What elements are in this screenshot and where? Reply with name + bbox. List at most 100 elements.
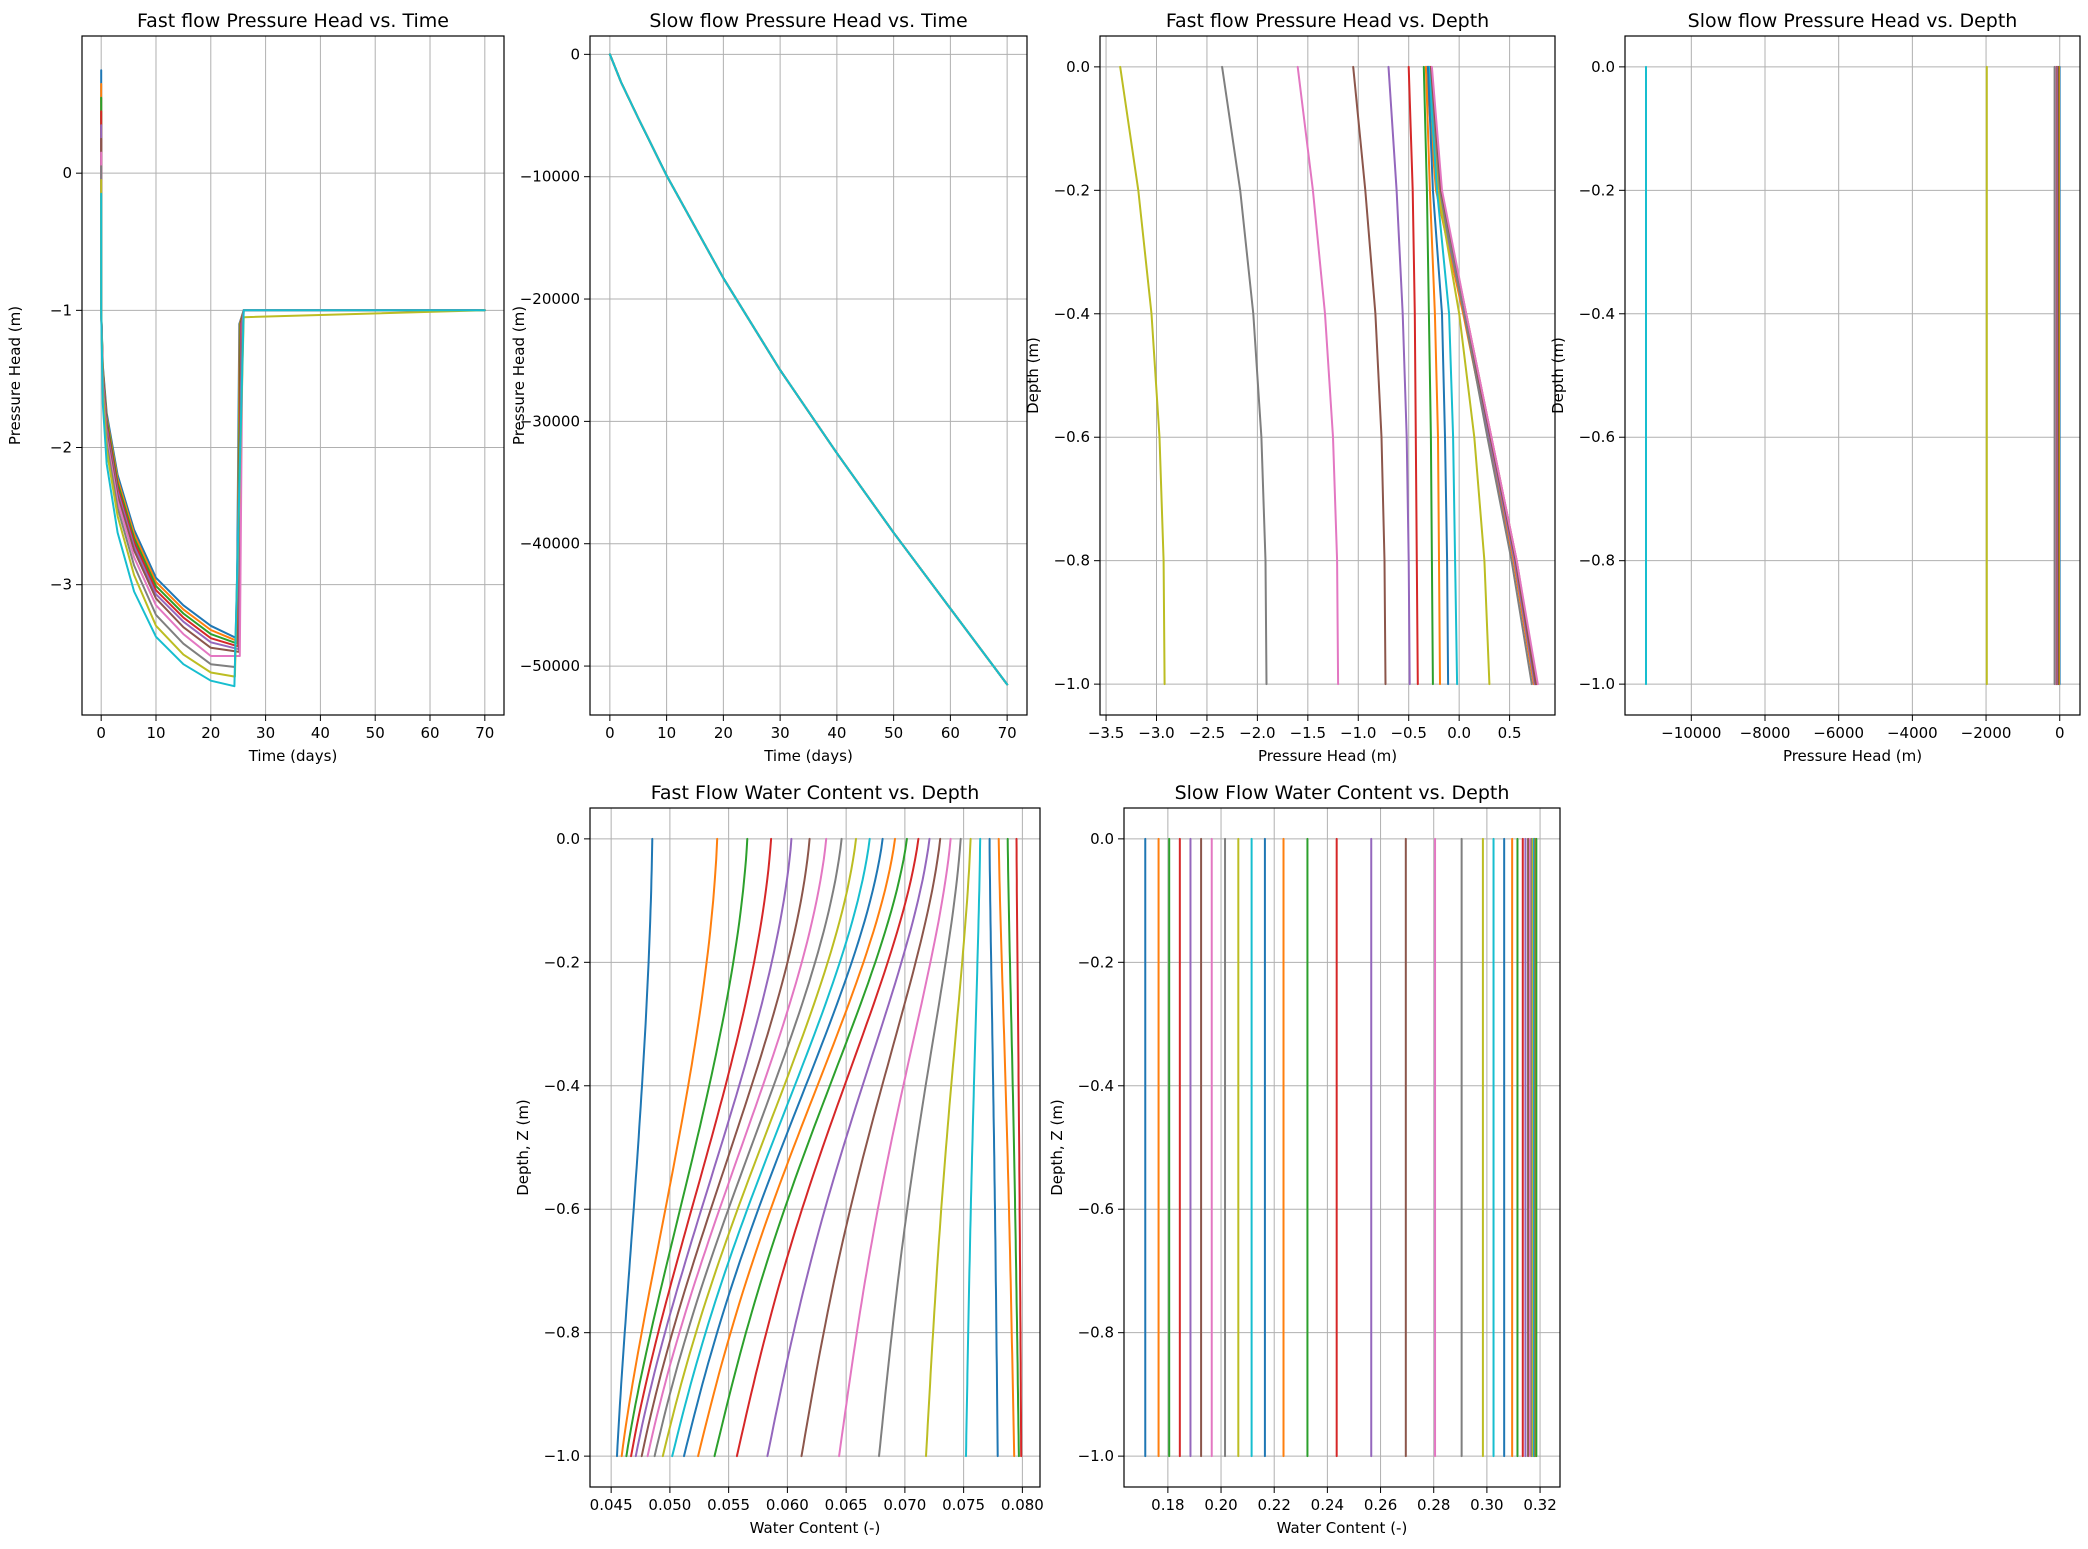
series-line — [925, 837, 972, 1458]
plot-area — [616, 837, 1023, 1458]
plot-area — [608, 53, 1009, 686]
x-tick-label: 0 — [96, 724, 106, 742]
series-line — [608, 53, 1009, 686]
chart-title: Fast Flow Water Content vs. Depth — [651, 782, 980, 804]
series-line — [100, 124, 486, 651]
y-tick-label: −2 — [50, 439, 72, 457]
x-axis-label: Time (days) — [763, 747, 853, 765]
y-axis-label: Depth, Z (m) — [514, 1099, 532, 1196]
series-line — [1428, 65, 1537, 686]
y-tick-label: 0.0 — [1591, 58, 1615, 76]
series-line — [630, 837, 773, 1458]
series-line — [1407, 65, 1419, 686]
x-tick-label: 0.045 — [590, 1496, 633, 1514]
series-line — [616, 837, 654, 1458]
x-tick-label: −10000 — [1661, 724, 1721, 742]
y-tick-label: −0.4 — [1054, 305, 1090, 323]
x-tick-label: 0.075 — [942, 1496, 985, 1514]
chart-title: Slow Flow Water Content vs. Depth — [1175, 782, 1510, 804]
y-axis-label: Depth, Z (m) — [1048, 1099, 1066, 1196]
x-tick-label: 70 — [475, 724, 494, 742]
chart-fast-head-time: 0 10 20 30 40 50 60 70 0 −1 −2 −3 Fast flow Pressure… — [6, 10, 505, 765]
y-tick-label: −0.8 — [1054, 552, 1090, 570]
series-line — [1015, 837, 1023, 1458]
axes-frame — [589, 35, 1028, 716]
x-tick-label: −8000 — [1740, 724, 1791, 742]
x-tick-label: 0.080 — [1001, 1496, 1044, 1514]
series-line — [1296, 65, 1340, 686]
y-tick-label: −0.6 — [1579, 428, 1615, 446]
x-tick-label: −0.5 — [1390, 724, 1426, 742]
x-tick-label: 70 — [998, 724, 1017, 742]
x-axis-label: Pressure Head (m) — [1783, 747, 1922, 765]
plot-area — [1645, 65, 2061, 686]
series-line — [653, 837, 843, 1458]
series-line — [608, 53, 1009, 686]
x-axis-label: Water Content (-) — [1277, 1519, 1408, 1537]
series-line — [1427, 65, 1459, 686]
series-line — [1119, 65, 1166, 686]
series-line — [640, 837, 811, 1458]
chart-fast-head-depth: −3.5 −3.0 −2.5 −2.0 −1.5 −1.0 −0.5 0.0 0.5 0.0 −0.… — [1024, 10, 1556, 765]
x-tick-label: 0.5 — [1498, 724, 1522, 742]
series-line — [608, 53, 1009, 686]
x-tick-label: 40 — [311, 724, 330, 742]
y-tick-label: −0.2 — [1579, 181, 1615, 199]
x-tick-label: 10 — [146, 724, 165, 742]
x-tick-label: 0.24 — [1311, 1496, 1344, 1514]
y-tick-label: −0.2 — [1078, 953, 1114, 971]
x-tick-label: −4000 — [1887, 724, 1938, 742]
x-tick-label: 0.28 — [1417, 1496, 1450, 1514]
series-line — [1424, 65, 1441, 686]
series-line — [683, 837, 884, 1458]
series-line — [646, 837, 828, 1458]
x-tick-label: 0.070 — [883, 1496, 926, 1514]
plot-area — [100, 69, 486, 688]
series-line — [100, 137, 486, 653]
x-tick-label: 0.18 — [1151, 1496, 1184, 1514]
y-tick-label: −3 — [50, 576, 72, 594]
y-tick-label: −0.8 — [1078, 1324, 1114, 1342]
chart-slow-head-time: 0 10 20 30 40 50 60 70 0 −10000 −20000 −30000 −40000… — [510, 10, 1028, 765]
series-line — [735, 837, 920, 1458]
axes-frame — [1099, 35, 1556, 716]
y-axis-label: Depth (m) — [1024, 337, 1042, 414]
series-line — [988, 837, 999, 1458]
x-tick-label: −1.0 — [1340, 724, 1376, 742]
x-tick-label: −1.5 — [1290, 724, 1326, 742]
x-tick-label: 50 — [884, 724, 903, 742]
x-tick-label: 0.050 — [648, 1496, 691, 1514]
series-line — [1352, 65, 1387, 686]
y-tick-label: −0.4 — [1078, 1077, 1114, 1095]
x-tick-label: −2000 — [1961, 724, 2012, 742]
y-tick-label: −0.4 — [544, 1077, 580, 1095]
x-tick-label: 40 — [827, 724, 846, 742]
x-tick-label: −3.0 — [1138, 724, 1174, 742]
axes-frame — [1624, 35, 2081, 716]
series-line — [608, 53, 1009, 686]
y-tick-label: −0.6 — [544, 1200, 580, 1218]
series-line — [697, 837, 896, 1458]
x-tick-label: 0.065 — [825, 1496, 868, 1514]
y-tick-label: 0.0 — [556, 830, 580, 848]
series-line — [608, 53, 1009, 686]
series-line — [878, 837, 962, 1458]
y-tick-label: 0 — [62, 164, 72, 182]
x-tick-label: 0.30 — [1470, 1496, 1503, 1514]
series-line — [1426, 65, 1450, 686]
y-tick-label: −0.8 — [544, 1324, 580, 1342]
y-tick-label: −40000 — [520, 535, 580, 553]
y-tick-label: 0.0 — [1066, 58, 1090, 76]
y-tick-label: −30000 — [520, 412, 580, 430]
x-axis-label: Time (days) — [248, 747, 338, 765]
x-tick-label: 50 — [366, 724, 385, 742]
y-axis-label: Depth (m) — [1549, 337, 1567, 414]
y-tick-label: −0.8 — [1579, 552, 1615, 570]
series-line — [1221, 65, 1268, 686]
x-tick-label: 0.26 — [1364, 1496, 1397, 1514]
y-tick-label: −0.2 — [544, 953, 580, 971]
x-tick-label: 0.20 — [1204, 1496, 1237, 1514]
y-tick-label: −0.6 — [1078, 1200, 1114, 1218]
axes-frame — [1123, 807, 1561, 1488]
